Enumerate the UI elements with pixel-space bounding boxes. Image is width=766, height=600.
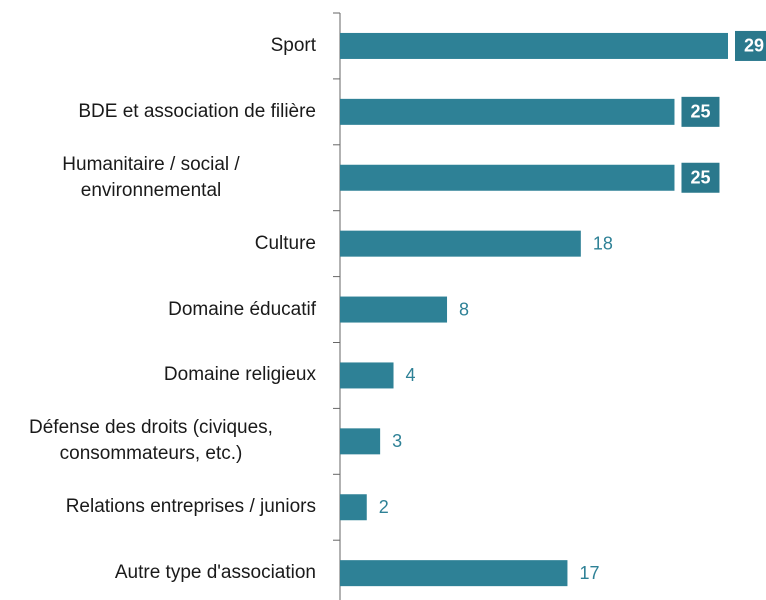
value-label: 4 [406, 365, 416, 385]
category-label: Culture [254, 232, 316, 254]
bar [340, 32, 728, 59]
value-label: 17 [579, 563, 599, 583]
category-label: Domaine éducatif [168, 298, 316, 320]
value-label: 25 [690, 102, 710, 122]
value-label: 18 [593, 233, 613, 253]
bar [340, 296, 448, 323]
category-label: Humanitaire / social / environnemental [62, 153, 240, 201]
bar [340, 98, 675, 125]
category-label: BDE et association de filière [78, 100, 316, 122]
value-label: 29 [744, 36, 764, 56]
bar [340, 164, 675, 191]
category-label: Autre type d'association [114, 562, 316, 584]
category-label: Sport [270, 34, 316, 56]
category-label: Défense des droits (civiques, consommate… [29, 417, 273, 465]
category-label: Domaine religieux [163, 364, 316, 386]
value-label: 3 [392, 431, 402, 451]
value-label: 8 [459, 299, 469, 319]
bar [340, 428, 381, 455]
bar [340, 230, 581, 257]
category-label: Relations entreprises / juniors [65, 496, 316, 518]
value-label-box [735, 30, 766, 61]
value-label-box [681, 96, 720, 127]
value-label: 2 [379, 497, 389, 517]
bar [340, 494, 367, 521]
value-label-box [681, 162, 720, 193]
bar [340, 560, 568, 587]
value-label: 25 [690, 168, 710, 188]
bar [340, 362, 394, 389]
